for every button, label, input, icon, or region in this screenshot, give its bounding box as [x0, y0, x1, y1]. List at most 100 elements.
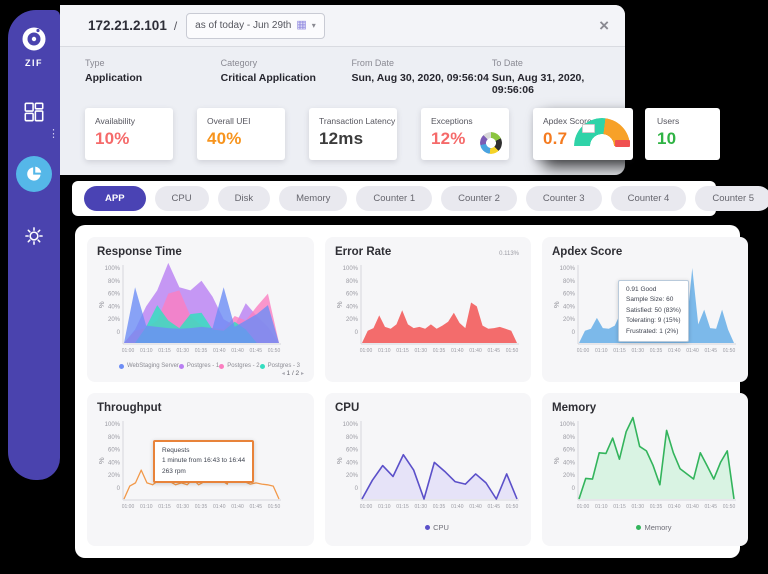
svg-text:01:50: 01:50 [723, 504, 736, 510]
throughput-tooltip: Requests 1 minute from 16:43 to 16:44 263 … [153, 440, 255, 484]
svg-text:01:10: 01:10 [140, 348, 153, 354]
svg-text:20%: 20% [563, 473, 576, 479]
svg-text:01:45: 01:45 [487, 348, 500, 354]
date-range-picker[interactable]: as of today - Jun 29th ▦ ▾ [186, 12, 325, 39]
metric-apdex-score: Apdex Score 0.7 [533, 108, 633, 160]
tab-disk[interactable]: Disk [217, 186, 271, 211]
calendar-icon: ▦ [296, 19, 307, 31]
svg-text:01:40: 01:40 [213, 504, 226, 510]
svg-text:100%: 100% [105, 422, 121, 428]
svg-text:01:30: 01:30 [414, 348, 427, 354]
svg-text:01:40: 01:40 [231, 504, 244, 510]
svg-text:01:50: 01:50 [506, 504, 519, 510]
tab-counter-5[interactable]: Counter 5 [695, 186, 768, 211]
tab-app[interactable]: APP [84, 186, 146, 211]
svg-text:01:15: 01:15 [158, 348, 171, 354]
svg-text:01:15: 01:15 [396, 348, 409, 354]
svg-text:20%: 20% [346, 317, 359, 323]
svg-text:01:40: 01:40 [213, 348, 226, 354]
error-rate-plot: 0 20% 40% 60% 80% 100%% 01:00 01:10 01:15 01:30 01… [335, 265, 519, 354]
svg-text:01:30: 01:30 [176, 348, 189, 354]
svg-text:01:15: 01:15 [613, 348, 626, 354]
svg-text:0: 0 [355, 486, 359, 492]
svg-text:%: % [97, 301, 106, 308]
svg-text:80%: 80% [346, 435, 359, 441]
close-icon[interactable]: × [599, 16, 609, 35]
svg-text:01:45: 01:45 [249, 348, 262, 354]
svg-text:01:50: 01:50 [723, 348, 736, 354]
svg-text:60%: 60% [563, 292, 576, 298]
pager-next-icon[interactable]: ▸ [300, 371, 304, 377]
svg-text:01:40: 01:40 [686, 504, 699, 510]
chart-memory: Memory 0 20% 40% 60% 80% 100%% 01:00 01:10 01:15… [542, 393, 748, 546]
svg-text:01:10: 01:10 [378, 348, 391, 354]
tab-counter-4[interactable]: Counter 4 [610, 186, 687, 211]
svg-text:40%: 40% [346, 460, 359, 466]
svg-text:0: 0 [355, 330, 359, 336]
pie-chart-icon [27, 166, 42, 181]
svg-text:01:15: 01:15 [158, 504, 171, 510]
tab-cpu[interactable]: CPU [154, 186, 209, 211]
svg-text:60%: 60% [108, 292, 121, 298]
sidebar-item-settings[interactable] [16, 218, 52, 254]
metric-availability: Availability 10% [85, 108, 173, 160]
svg-text:01:40: 01:40 [668, 504, 681, 510]
metric-transaction-latency: Transaction Latency 12ms [309, 108, 397, 160]
svg-text:01:00: 01:00 [577, 348, 590, 354]
svg-text:01:40: 01:40 [668, 348, 681, 354]
exceptions-donut-icon [480, 132, 502, 154]
svg-text:01:40: 01:40 [451, 348, 464, 354]
cpu-plot: 0 20% 40% 60% 80% 100%% 01:00 01:10 01:15 01:30 01… [335, 421, 519, 510]
svg-text:01:35: 01:35 [195, 504, 208, 510]
svg-text:01:45: 01:45 [704, 504, 717, 510]
legend-item: Postgres - 2 [219, 363, 260, 369]
metric-tabs: APP CPU Disk Memory Counter 1 Counter 2 Counte… [72, 181, 768, 216]
tab-counter-1[interactable]: Counter 1 [356, 186, 433, 211]
tab-counter-2[interactable]: Counter 2 [441, 186, 517, 211]
chevron-down-icon: ▾ [311, 21, 316, 30]
kebab-menu-icon[interactable]: ⋮ [48, 128, 59, 140]
svg-text:100%: 100% [343, 422, 359, 428]
chart-throughput: Throughput 0 20% 40% 60% 80% 100%% 01:00 01:10 0… [87, 393, 314, 546]
info-to-date: To Date Sun, Aug 31, 2020, 09:56:06 [491, 58, 585, 96]
svg-text:%: % [335, 457, 344, 464]
svg-text:01:30: 01:30 [176, 504, 189, 510]
svg-text:80%: 80% [346, 279, 359, 285]
sidebar-item-analytics[interactable] [16, 156, 52, 192]
response-time-pagination[interactable]: ◂ 1 / 2 ▸ [281, 370, 304, 377]
chart-error-rate: Error Rate 0.113% 0 20% 40% 60% 80% 100%% 01:0… [325, 237, 531, 382]
svg-text:0: 0 [117, 330, 121, 336]
svg-text:01:45: 01:45 [249, 504, 262, 510]
svg-text:01:45: 01:45 [704, 348, 717, 354]
zif-logo[interactable]: ZIF [19, 26, 49, 68]
charts-grid: Response Time 0 20% 40% 60% 80% 100%% 01:00 01:… [87, 237, 748, 546]
summary-panel: 172.21.2.101 / as of today - Jun 29th ▦ … [60, 5, 633, 175]
page-title: 172.21.2.101 [88, 18, 167, 33]
svg-text:01:50: 01:50 [506, 348, 519, 354]
svg-text:01:00: 01:00 [360, 504, 373, 510]
tab-counter-3[interactable]: Counter 3 [525, 186, 602, 211]
svg-text:01:00: 01:00 [577, 504, 590, 510]
svg-text:01:30: 01:30 [631, 504, 644, 510]
svg-text:80%: 80% [108, 435, 121, 441]
svg-text:01:35: 01:35 [433, 348, 446, 354]
svg-text:60%: 60% [563, 448, 576, 454]
svg-text:0: 0 [117, 486, 121, 492]
date-range-label: as of today - Jun 29th [195, 20, 292, 31]
svg-text:40%: 40% [563, 304, 576, 310]
info-row: Type Application Category Critical Appli… [60, 47, 625, 96]
apdex-score-tooltip: 0.91 Good Sample Size: 60 Satisfied: 50 (8… [618, 280, 689, 342]
dashboard-grid-icon [24, 102, 44, 122]
svg-text:20%: 20% [108, 317, 121, 323]
metric-overall-uei: Overall UEI 40% [197, 108, 285, 160]
throughput-plot: 0 20% 40% 60% 80% 100%% 01:00 01:10 01:15 01:30 01… [97, 421, 281, 510]
apdex-score-plot: 0 20% 40% 60% 80% 100%% 01:00 01:10 01:15 01:30 01… [552, 265, 736, 354]
tab-memory[interactable]: Memory [279, 186, 348, 211]
pager-prev-icon[interactable]: ◂ [281, 371, 285, 377]
svg-text:%: % [552, 301, 561, 308]
sidebar-item-dashboard[interactable] [16, 94, 52, 130]
svg-text:01:50: 01:50 [268, 504, 281, 510]
cpu-legend: CPU [335, 523, 523, 532]
svg-text:%: % [552, 457, 561, 464]
svg-text:40%: 40% [108, 304, 121, 310]
